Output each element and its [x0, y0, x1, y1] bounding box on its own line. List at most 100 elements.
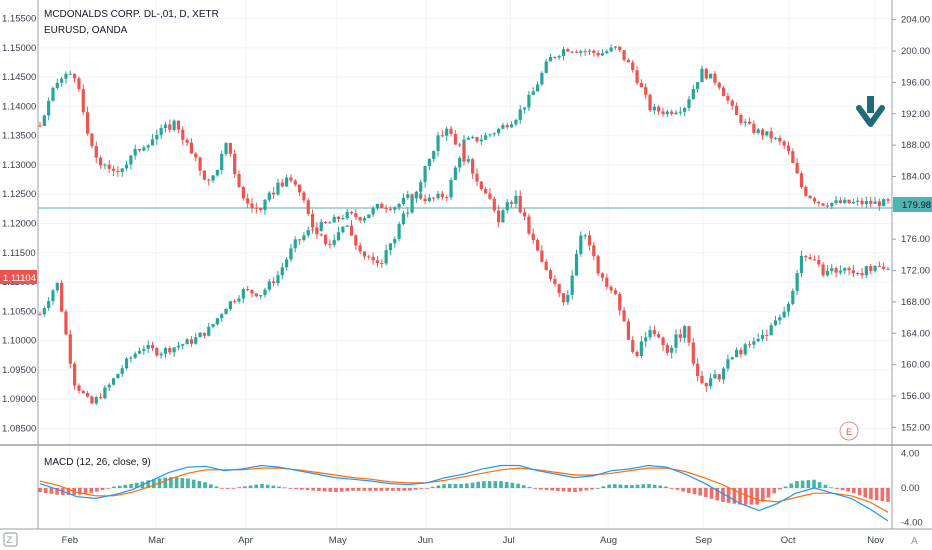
left-current-price-tag: 1.11104: [0, 270, 37, 284]
macd-histogram-bar: [442, 484, 446, 488]
mcd-candle: [497, 210, 501, 223]
plot-background: [38, 0, 892, 529]
eurusd-candle: [259, 295, 263, 297]
main-symbol-legend[interactable]: MCDONALDS CORP. DL-,01, D, XETR: [44, 9, 219, 20]
eurusd-candle: [375, 203, 380, 209]
macd-histogram-bar: [317, 488, 321, 491]
mcd-candle: [310, 213, 315, 228]
macd-histogram-bar: [687, 488, 691, 493]
eurusd-candle: [98, 397, 103, 399]
right-tick-label: 200.00: [901, 46, 930, 57]
macd-legend[interactable]: MACD (12, 26, close, 9): [44, 457, 151, 468]
mcd-candle: [458, 144, 462, 146]
mcd-candle: [285, 177, 289, 187]
eurusd-candle: [289, 248, 293, 260]
macd-histogram-bar: [288, 488, 293, 489]
tradingview-logo-icon[interactable]: Z: [3, 532, 18, 547]
time-axis[interactable]: Feb Mar Apr May Jun Jul Aug Sep Oct Nov: [62, 535, 885, 546]
mcd-candle: [345, 225, 349, 227]
mcd-candle: [414, 191, 419, 199]
eurusd-candle: [207, 326, 211, 336]
mcd-candle: [851, 270, 855, 274]
macd-histogram-bar: [305, 488, 310, 491]
mcd-candle: [207, 179, 211, 181]
mcd-candle: [159, 128, 163, 135]
mcd-candle: [172, 120, 176, 130]
mcd-candle: [259, 208, 263, 211]
mcd-candle: [185, 139, 189, 143]
macd-histogram-bar: [95, 488, 99, 492]
eurusd-candle: [600, 53, 605, 56]
eurusd-candle: [185, 339, 189, 345]
eurusd-candle: [864, 201, 868, 205]
macd-tick-label: 0.00: [901, 483, 920, 494]
mcd-candle: [721, 368, 726, 380]
mcd-candle: [362, 251, 367, 257]
mcd-candle: [466, 159, 470, 162]
mcd-candle: [553, 279, 557, 285]
eurusd-candle: [713, 73, 717, 83]
eurusd-candle: [150, 344, 155, 349]
eurusd-candle: [246, 289, 250, 291]
mcd-candle: [341, 226, 345, 233]
eurusd-candle: [371, 208, 375, 215]
macd-histogram-bar: [106, 488, 111, 489]
right-price-axis[interactable]: 204.00200.00196.00192.00188.00184.00180.…: [892, 15, 930, 434]
eurusd-candle: [202, 332, 207, 336]
mcd-candle: [548, 270, 553, 280]
macd-axis[interactable]: 4.00 0.00 -4.00: [901, 448, 923, 528]
macd-histogram-bar: [766, 488, 771, 498]
mcd-candle: [509, 202, 514, 204]
overlay-symbol-legend[interactable]: EURUSD, OANDA: [44, 25, 128, 36]
eurusd-candle: [570, 51, 574, 53]
arrow-down-icon[interactable]: [856, 96, 885, 127]
macd-histogram-bar: [356, 488, 361, 491]
left-price-axis[interactable]: 1.15500 1.15000 1.14500 1.14000 1.13500 1.130…: [2, 14, 36, 435]
macd-histogram-bar: [197, 480, 202, 488]
eurusd-candle: [856, 200, 860, 202]
macd-histogram-bar: [692, 488, 697, 495]
macd-histogram-bar: [476, 481, 481, 488]
eurusd-candle: [293, 239, 297, 249]
mcd-candle: [769, 325, 773, 336]
eurusd-candle: [509, 124, 514, 128]
eurusd-candle: [869, 201, 873, 204]
eurusd-candle: [704, 68, 708, 79]
time-tick-label: May: [329, 535, 347, 546]
macd-histogram-bar: [391, 488, 395, 491]
mcd-candle: [579, 235, 583, 254]
mcd-candle: [85, 112, 90, 134]
earnings-marker-label: E: [846, 427, 852, 438]
auto-scale-icon[interactable]: A: [911, 536, 918, 547]
macd-histogram-bar: [231, 488, 236, 489]
mcd-candle: [821, 264, 825, 276]
eurusd-candle: [808, 195, 812, 199]
macd-histogram-bar: [83, 488, 88, 494]
macd-histogram-bar: [260, 483, 264, 488]
eurusd-candle: [445, 197, 449, 199]
eurusd-candle: [211, 324, 215, 327]
macd-histogram-bar: [635, 484, 640, 488]
mcd-candle: [397, 224, 401, 239]
earnings-marker[interactable]: E: [839, 421, 859, 441]
eurusd-candle: [834, 200, 838, 203]
eurusd-candle: [721, 87, 726, 97]
macd-histogram-bar: [516, 483, 520, 488]
mcd-candle: [315, 227, 319, 235]
eurusd-candle: [540, 72, 544, 85]
mcd-candle: [319, 234, 323, 236]
macd-histogram-bar: [55, 488, 59, 495]
mcd-candle: [237, 174, 241, 188]
eurusd-candle: [189, 339, 194, 344]
mcd-candle: [241, 187, 245, 199]
mcd-candle: [198, 157, 202, 171]
macd-histogram-bar: [78, 488, 82, 495]
eurusd-candle: [107, 384, 111, 388]
eurusd-candle: [176, 345, 181, 348]
grid: [38, 0, 892, 529]
eurusd-candle: [860, 200, 864, 205]
eurusd-candle: [137, 350, 142, 354]
mcd-candle: [272, 192, 276, 195]
macd-histogram-bar: [715, 488, 720, 501]
